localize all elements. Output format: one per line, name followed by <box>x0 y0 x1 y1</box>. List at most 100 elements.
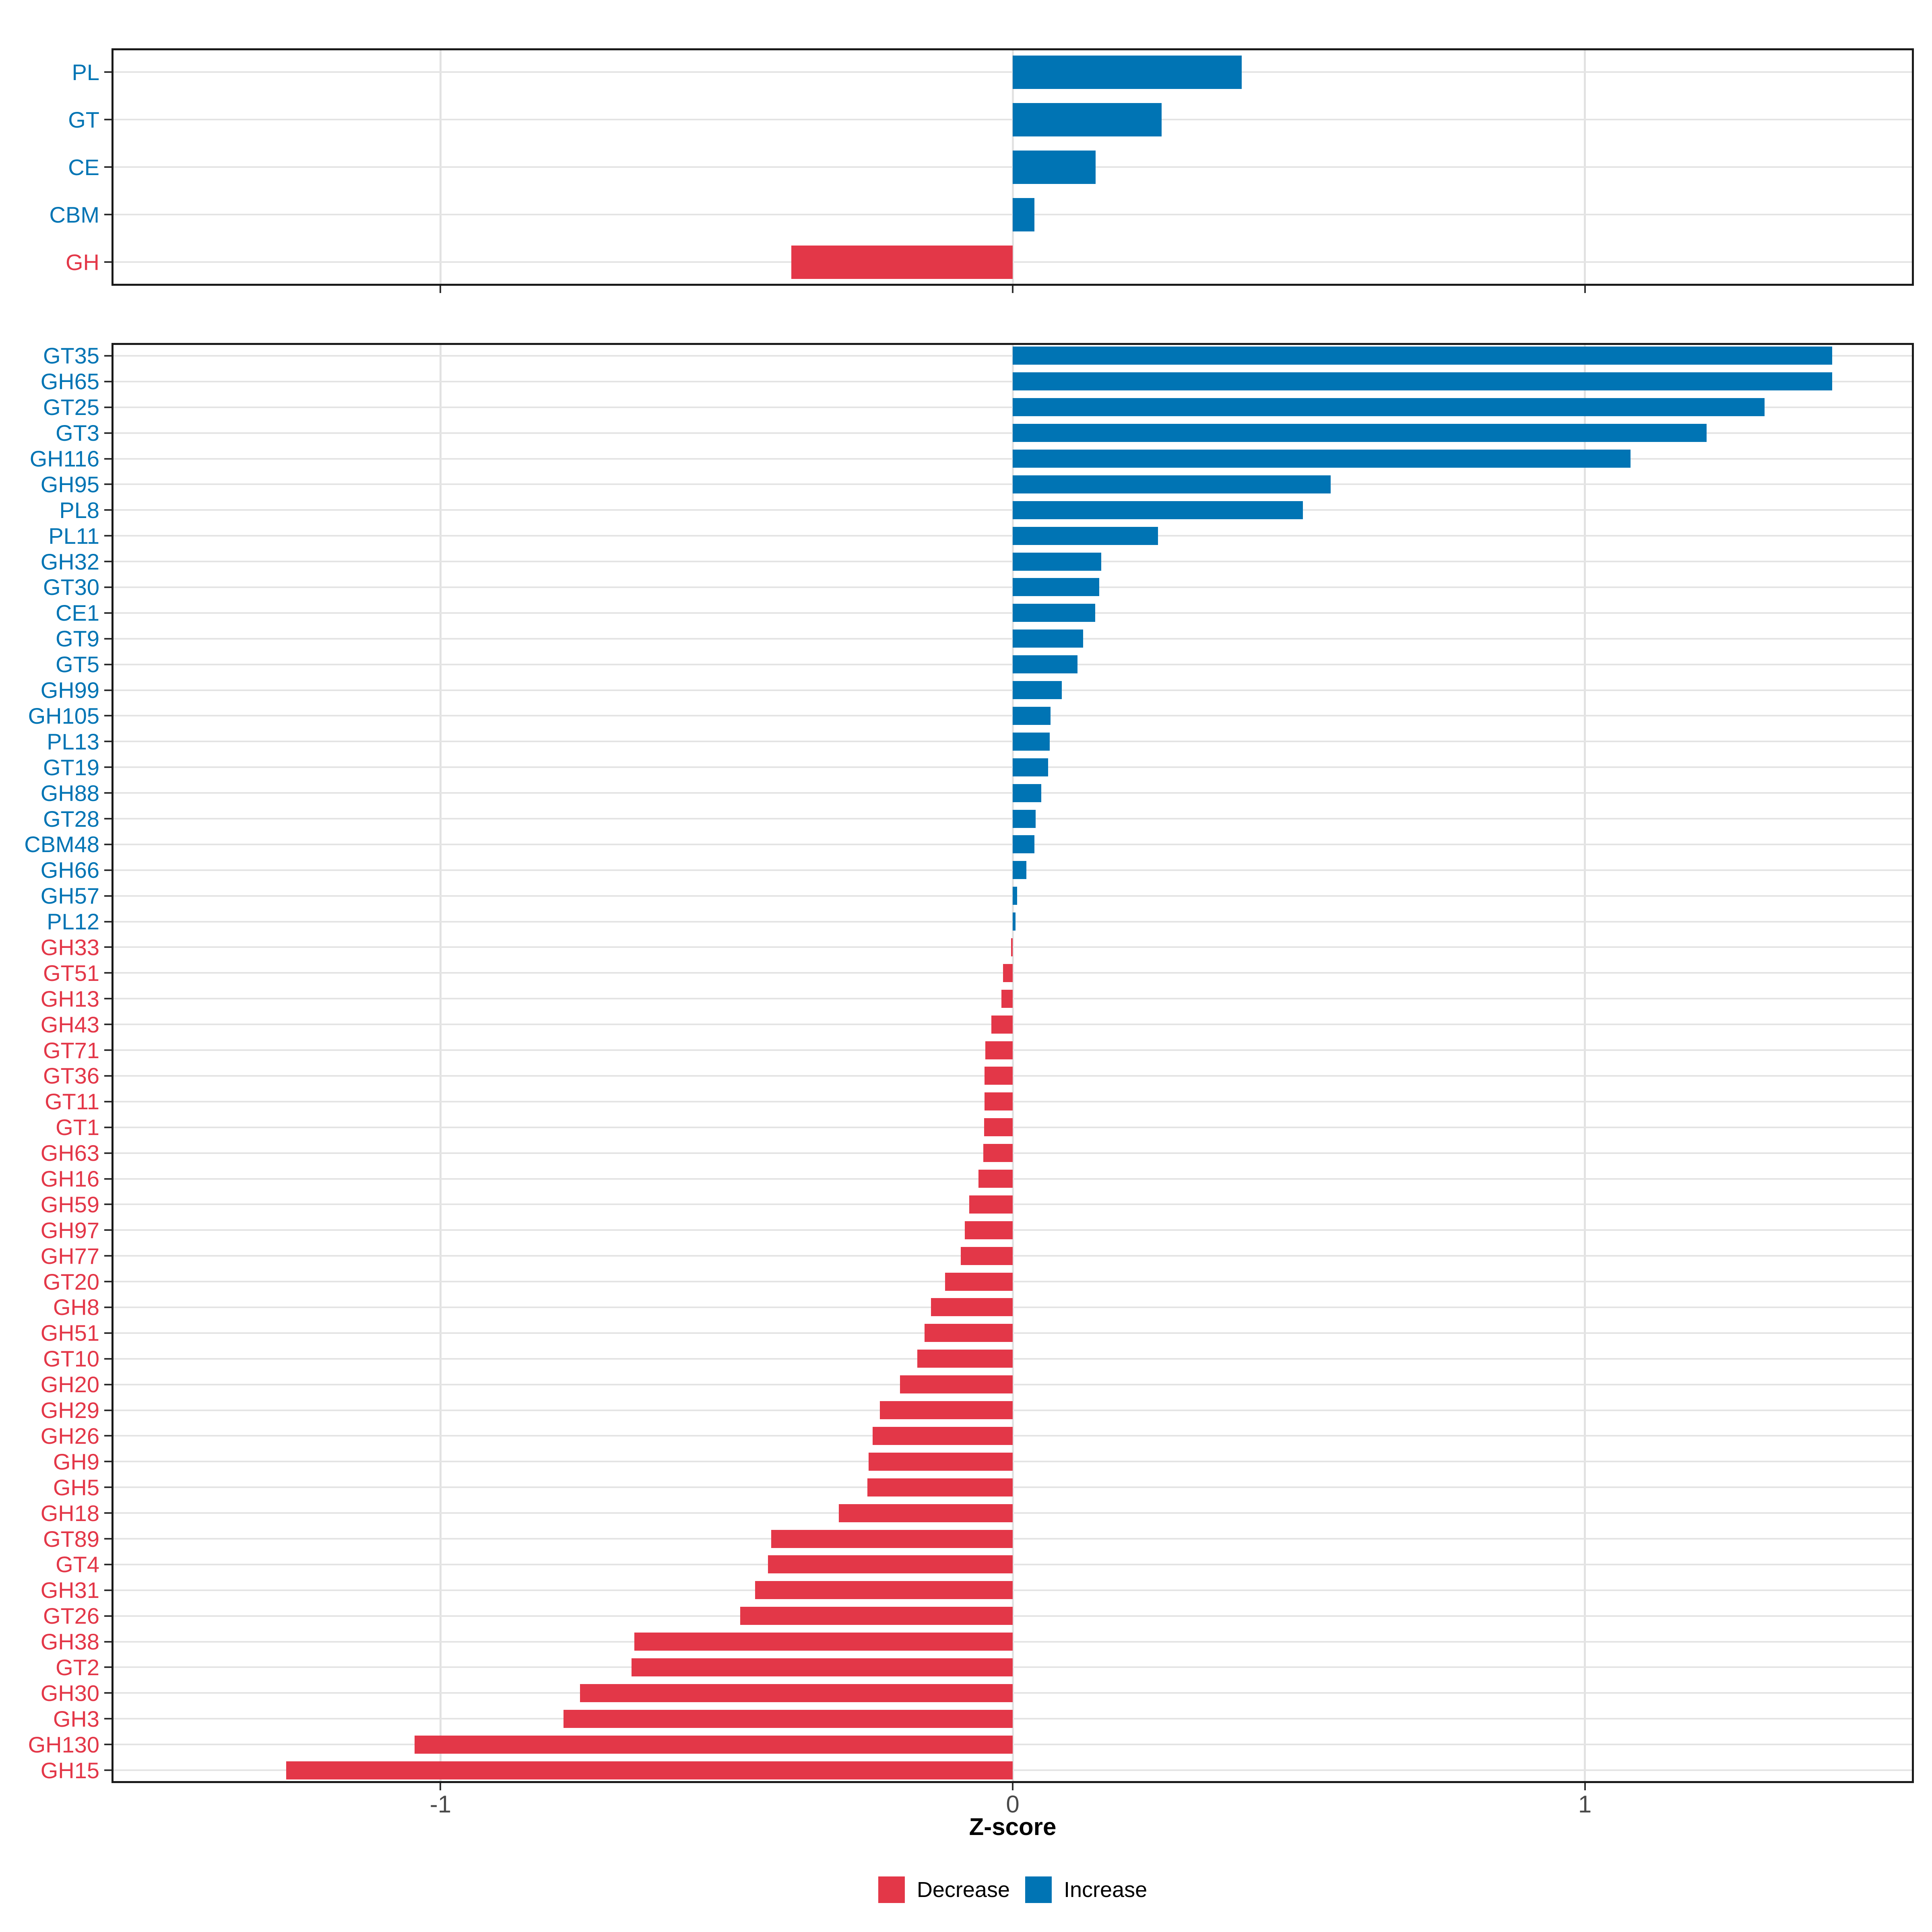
bar-label-GH26: GH26 <box>40 1423 99 1449</box>
bar-label-GH130: GH130 <box>28 1732 99 1757</box>
x-axis-tick <box>1012 1783 1013 1790</box>
bar-label-GH: GH <box>66 249 99 275</box>
bar-GT51 <box>1003 964 1013 982</box>
bar-label-GT3: GT3 <box>56 420 99 446</box>
bar-GT89 <box>771 1530 1013 1548</box>
bar-label-GH29: GH29 <box>40 1397 99 1423</box>
y-axis-tick <box>104 766 111 768</box>
h-gridline <box>111 1383 1914 1385</box>
bar-PL <box>1013 55 1242 89</box>
legend-key-decrease: Decrease <box>878 1876 1010 1903</box>
legend-key-increase: Increase <box>1025 1876 1147 1903</box>
h-gridline <box>111 1589 1914 1591</box>
h-gridline <box>111 1100 1914 1102</box>
y-axis-tick <box>104 509 111 511</box>
bar-GT <box>1013 103 1162 136</box>
bar-label-GH66: GH66 <box>40 857 99 883</box>
x-axis-title: Z-score <box>969 1813 1057 1840</box>
bar-GT4 <box>768 1555 1013 1574</box>
bar-GT9 <box>1013 630 1083 648</box>
bar-label-GH5: GH5 <box>53 1474 99 1500</box>
h-gridline <box>111 1075 1914 1077</box>
y-axis-tick <box>104 535 111 537</box>
bar-label-GH97: GH97 <box>40 1217 99 1243</box>
bar-GH3 <box>564 1709 1013 1728</box>
y-axis-tick <box>104 1178 111 1180</box>
bar-label-GH13: GH13 <box>40 986 99 1011</box>
h-gridline <box>111 1358 1914 1360</box>
bar-label-GT4: GT4 <box>56 1552 99 1577</box>
h-gridline <box>111 1152 1914 1154</box>
h-gridline <box>111 1178 1914 1180</box>
legend-label-increase: Increase <box>1063 1878 1148 1902</box>
bar-GT20 <box>945 1272 1013 1291</box>
bar-GT11 <box>985 1092 1013 1111</box>
bar-label-GH51: GH51 <box>40 1320 99 1346</box>
bar-GH43 <box>991 1015 1013 1034</box>
bar-label-GT9: GT9 <box>56 626 99 652</box>
h-gridline <box>111 1306 1914 1308</box>
h-gridline <box>111 1692 1914 1694</box>
y-axis-tick <box>104 895 111 897</box>
y-axis-tick <box>104 1358 111 1360</box>
h-gridline <box>111 1229 1914 1231</box>
y-axis-tick <box>104 561 111 563</box>
y-axis-tick <box>104 1409 111 1411</box>
bar-label-CE1: CE1 <box>56 600 99 626</box>
y-axis-tick <box>104 1769 111 1771</box>
bar-label-GH31: GH31 <box>40 1577 99 1603</box>
bar-GT19 <box>1013 758 1049 776</box>
y-axis-tick <box>104 406 111 408</box>
bar-label-GH95: GH95 <box>40 471 99 497</box>
bar-GH31 <box>755 1581 1013 1600</box>
bar-GH95 <box>1013 475 1331 493</box>
h-gridline <box>111 1769 1914 1771</box>
y-axis-tick <box>104 1126 111 1128</box>
bar-label-GH65: GH65 <box>40 369 99 394</box>
bar-GH13 <box>1001 989 1013 1008</box>
y-axis-tick <box>104 1332 111 1334</box>
y-axis-tick <box>104 71 111 73</box>
h-gridline <box>111 1126 1914 1128</box>
bar-GH15 <box>286 1761 1013 1779</box>
bar-GH30 <box>580 1684 1013 1702</box>
h-gridline <box>111 998 1914 1000</box>
v-gridline <box>1584 343 1586 1783</box>
bar-GH105 <box>1013 706 1051 725</box>
bar-label-GT71: GT71 <box>43 1037 99 1063</box>
bar-GH116 <box>1013 450 1631 468</box>
y-axis-tick <box>104 1563 111 1565</box>
bar-label-GT26: GT26 <box>43 1603 99 1629</box>
legend: Decrease Increase <box>111 1876 1914 1904</box>
bar-label-GT25: GT25 <box>43 394 99 420</box>
bar-label-GT10: GT10 <box>43 1346 99 1372</box>
bar-GT26 <box>740 1607 1013 1625</box>
bar-GT30 <box>1013 578 1099 597</box>
y-axis-tick <box>104 612 111 614</box>
bar-label-GH99: GH99 <box>40 677 99 703</box>
bar-GH66 <box>1013 861 1027 879</box>
bar-label-CE: CE <box>68 154 99 180</box>
bar-label-GH105: GH105 <box>28 703 99 729</box>
y-axis-tick <box>104 261 111 263</box>
h-gridline <box>111 1666 1914 1668</box>
y-axis-tick <box>104 792 111 794</box>
bar-PL8 <box>1013 501 1303 519</box>
h-gridline <box>111 261 1914 263</box>
bar-label-GH57: GH57 <box>40 883 99 909</box>
bar-PL12 <box>1013 912 1016 931</box>
bar-CE <box>1013 150 1096 184</box>
bar-PL11 <box>1013 526 1158 545</box>
y-axis-tick <box>104 1666 111 1668</box>
bar-label-GH116: GH116 <box>29 446 99 472</box>
h-gridline <box>111 1255 1914 1257</box>
bar-label-CBM: CBM <box>49 202 99 227</box>
y-axis-tick <box>104 1049 111 1051</box>
y-axis-tick <box>104 741 111 743</box>
bar-GH26 <box>872 1426 1013 1445</box>
bar-GH9 <box>868 1452 1013 1471</box>
bar-GT10 <box>917 1350 1013 1368</box>
bar-GH88 <box>1013 784 1042 802</box>
y-axis-tick <box>104 715 111 717</box>
y-axis-tick <box>104 1203 111 1205</box>
